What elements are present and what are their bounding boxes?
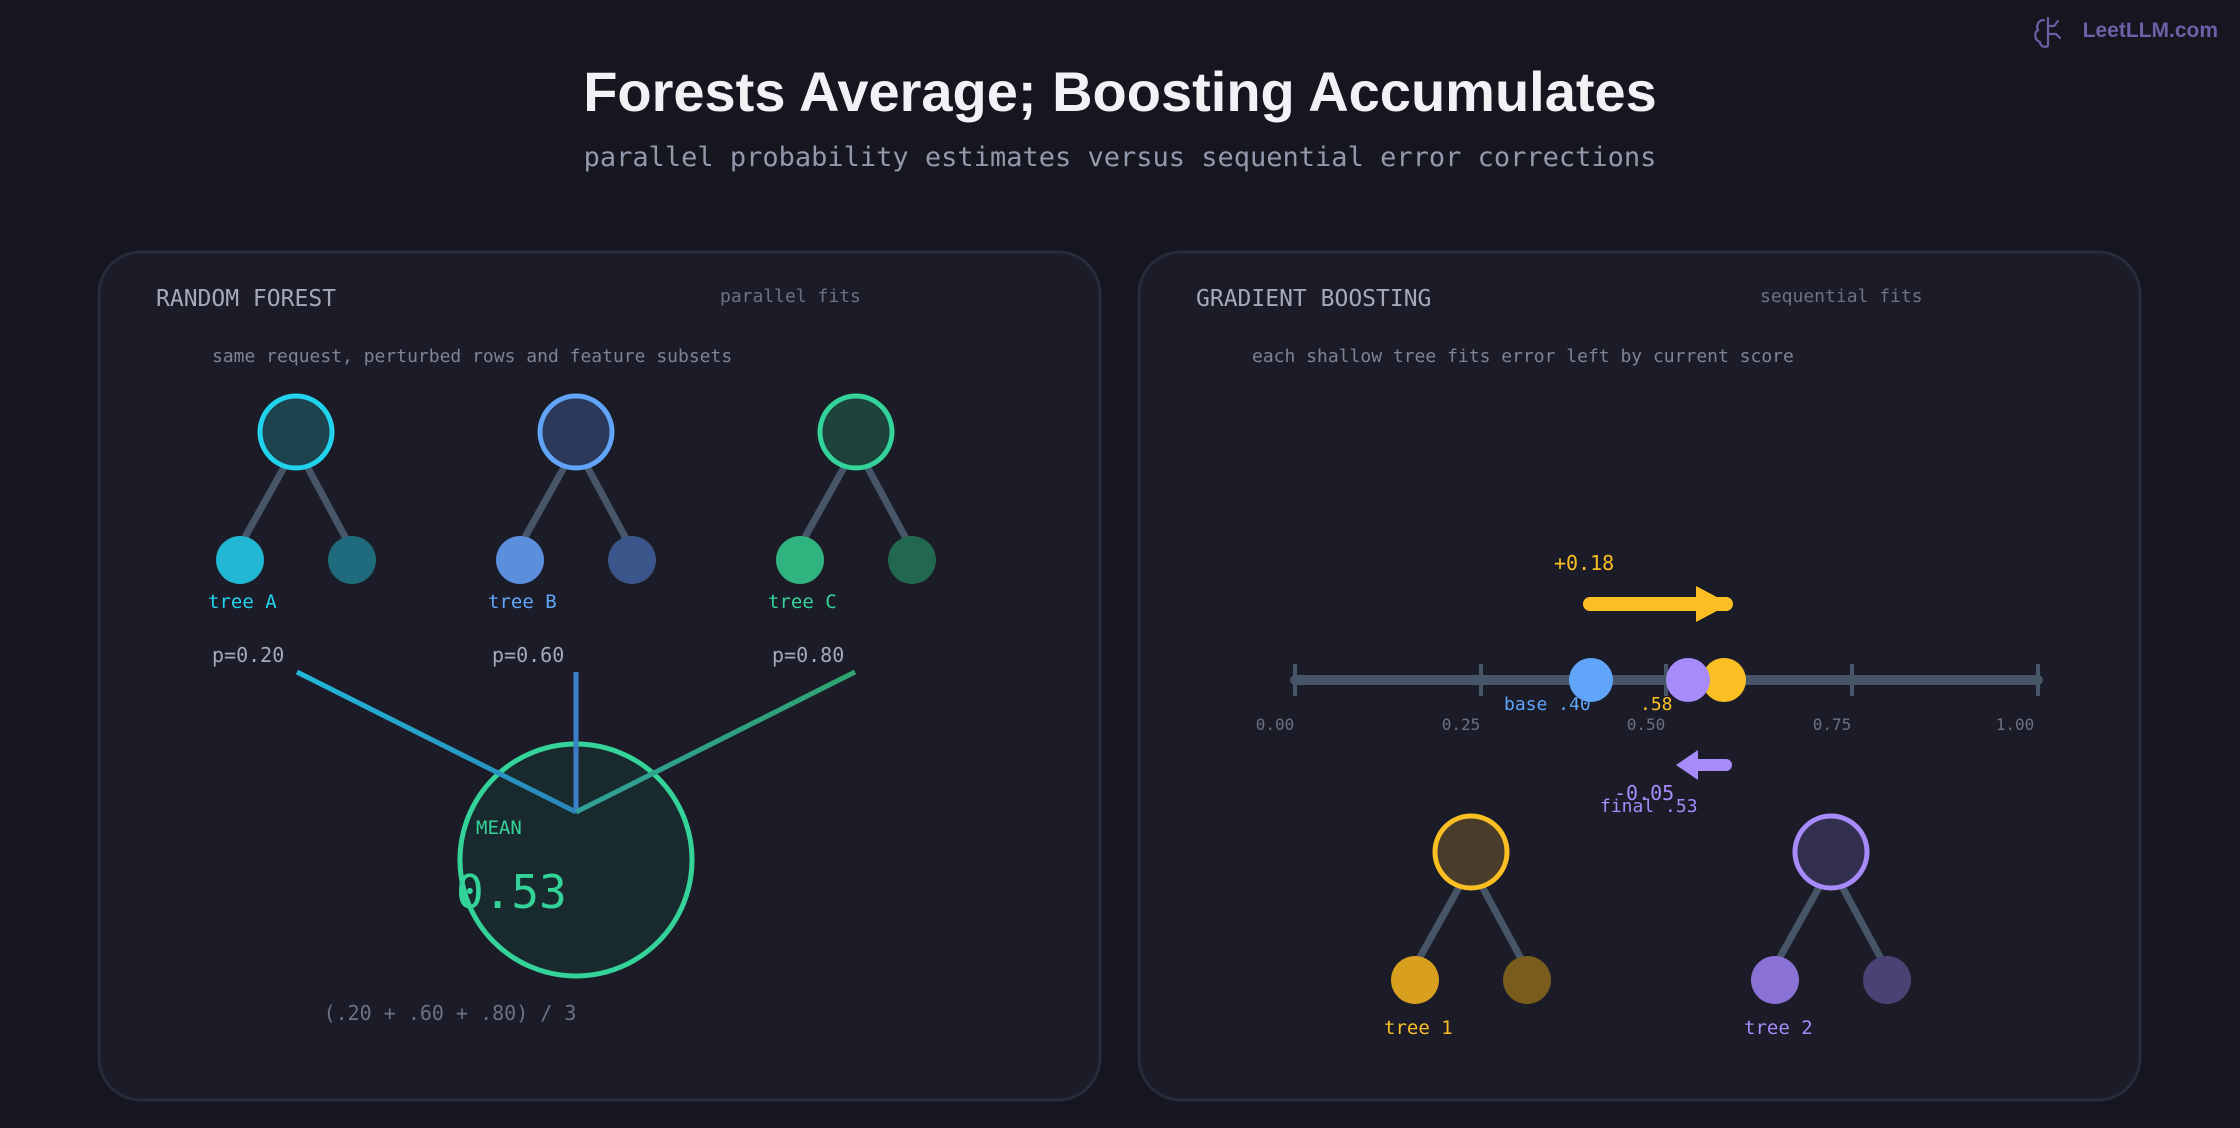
random-forest-panel: RANDOM FOREST parallel fits same request… [97, 250, 1102, 1102]
arrow-minus [1676, 750, 1732, 780]
brain-icon [2034, 16, 2062, 48]
brand-text: LeetLLM.com [2083, 19, 2218, 42]
page-subtitle: parallel probability estimates versus se… [584, 142, 1657, 173]
root-node [1792, 813, 1870, 891]
leaf-node [1751, 956, 1799, 1004]
after-tree1-label: .58 [1640, 694, 1673, 715]
leaf-node [776, 536, 824, 584]
tree-label: tree C [768, 591, 837, 613]
axis-tick-label: 0.50 [1627, 715, 1666, 734]
delta-label-1: +0.18 [1554, 551, 1614, 575]
gradient-boosting-panel: GRADIENT BOOSTING sequential fits each s… [1137, 250, 2142, 1102]
axis-tick-label: 0.00 [1256, 715, 1295, 734]
panel-tag: sequential fits [1760, 286, 1923, 307]
leaf-node [496, 536, 544, 584]
prob-label-a: p=0.20 [212, 643, 284, 667]
delta-label-2: -0.05 [1614, 781, 1674, 805]
axis-tick-label: 0.25 [1442, 715, 1481, 734]
base-marker [1569, 658, 1613, 702]
tree-label: tree 2 [1744, 1017, 1813, 1039]
root-node [257, 393, 335, 471]
page-title: Forests Average; Boosting Accumulates [583, 60, 1657, 123]
base-label: base .40 [1504, 694, 1591, 715]
leaf-node [608, 536, 656, 584]
prob-label-c: p=0.80 [772, 643, 844, 667]
axis-tick-label: 1.00 [1996, 715, 2035, 734]
panel-title: GRADIENT BOOSTING [1196, 286, 1431, 312]
mean-formula: (.20 + .60 + .80) / 3 [324, 1001, 577, 1025]
leaf-node [1863, 956, 1911, 1004]
root-node [537, 393, 615, 471]
final-marker [1666, 658, 1710, 702]
panel-tag: parallel fits [720, 286, 861, 307]
final-label: final .53 [1600, 796, 1698, 817]
tree-label: tree A [208, 591, 277, 613]
panel-note: each shallow tree fits error left by cur… [1252, 346, 1794, 367]
flow-line-a [295, 669, 578, 815]
tree-2: tree 2 [1744, 813, 1911, 1039]
leaf-node [1503, 956, 1551, 1004]
tree-b: tree B [488, 393, 656, 613]
leaf-node [888, 536, 936, 584]
after-tree1-marker [1702, 658, 1746, 702]
brand[interactable]: LeetLLM.com [2034, 16, 2218, 48]
tree-label: tree B [488, 591, 557, 613]
flow-line-c [574, 669, 857, 815]
root-node [817, 393, 895, 471]
tree-1: tree 1 [1384, 813, 1551, 1039]
leaf-node [1391, 956, 1439, 1004]
leaf-node [216, 536, 264, 584]
tree-a: tree A [208, 393, 376, 613]
axis-tick-label: 0.75 [1813, 715, 1852, 734]
mean-label: MEAN [476, 817, 522, 839]
panel-note: same request, perturbed rows and feature… [212, 346, 732, 367]
arrow-plus [1583, 586, 1733, 622]
panel-title: RANDOM FOREST [156, 286, 336, 312]
mean-value: 0.53 [456, 865, 567, 919]
leaf-node [328, 536, 376, 584]
prob-label-b: p=0.60 [492, 643, 564, 667]
tree-c: tree C [768, 393, 936, 613]
tree-label: tree 1 [1384, 1017, 1453, 1039]
root-node [1432, 813, 1510, 891]
